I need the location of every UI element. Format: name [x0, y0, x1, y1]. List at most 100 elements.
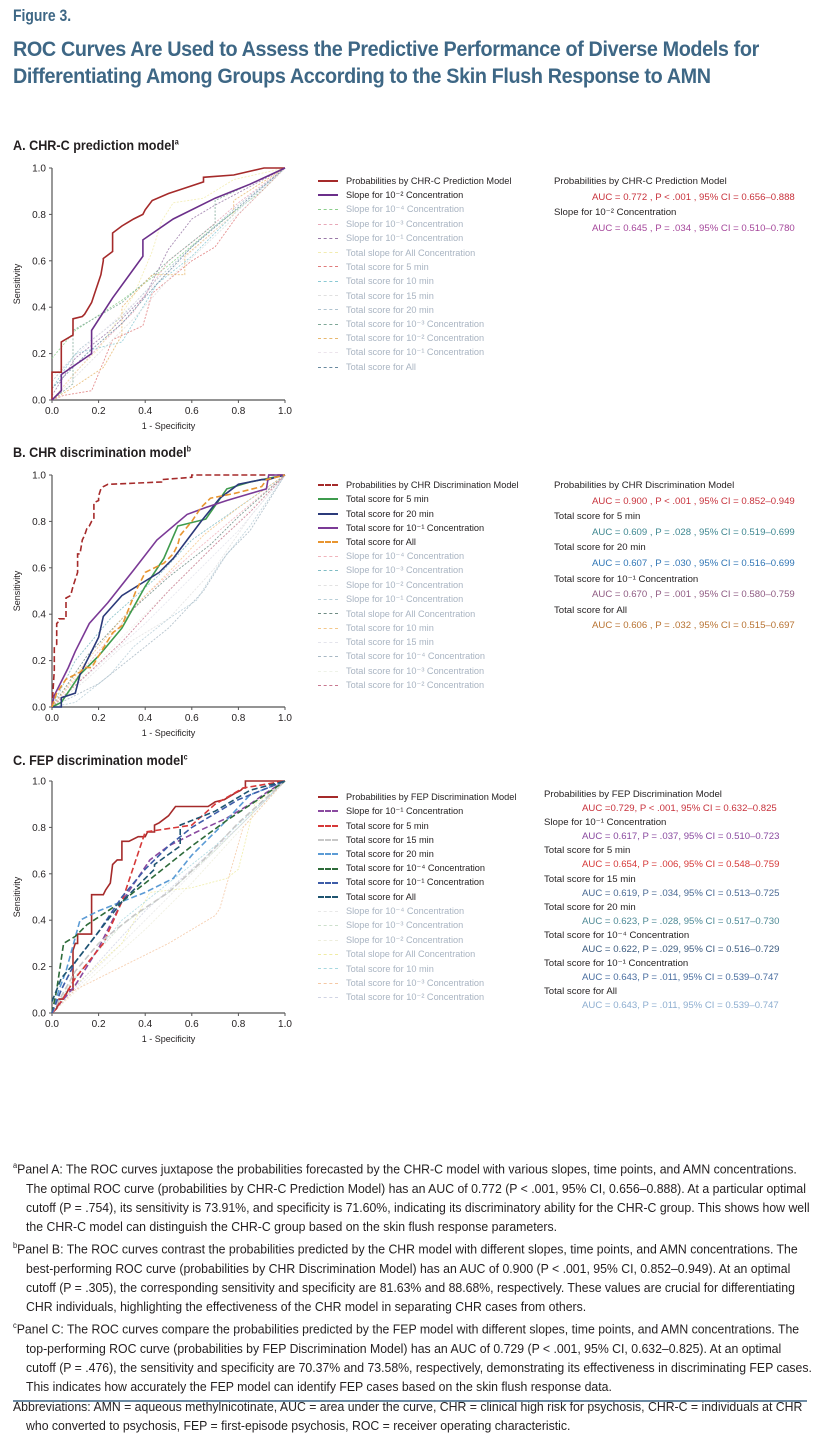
legend-swatch [318, 684, 338, 686]
x-tick-label: 0.8 [231, 1019, 245, 1030]
legend-swatch [318, 512, 338, 515]
x-axis-label: 1 - Specificity [142, 728, 196, 738]
x-tick-label: 0.6 [185, 406, 199, 417]
roc-series-line-10 [51, 167, 286, 401]
legend-swatch [318, 810, 338, 813]
panel-a-title-sup: a [174, 137, 179, 147]
legend-item: Slope for 10⁻³ Concentration [318, 919, 548, 933]
footnote-c: cPanel C: The ROC curves compare the pro… [13, 1316, 813, 1396]
legend-swatch [318, 484, 338, 487]
panel-b-title: B. CHR discrimination modelb [13, 444, 191, 460]
footnote-b-marker: b [13, 1241, 18, 1251]
bottom-rule [13, 1400, 807, 1402]
panel-a-title: A. CHR-C prediction modela [13, 137, 179, 153]
legend-item: Total slope for All Concentration [318, 245, 548, 259]
legend-label: Total score for 10⁻² Concentration [346, 679, 485, 690]
legend-label: Total score for 20 min [346, 304, 434, 315]
x-tick-label: 1.0 [278, 1019, 292, 1030]
legend-label: Total score for 10 min [346, 623, 434, 634]
auc-series-name: Total score for 10⁻¹ Concentration [544, 958, 689, 970]
legend-item: Total score for 10⁻² Concentration [318, 990, 548, 1004]
legend-swatch [318, 541, 338, 544]
auc-value: AUC = 0.607 , P = .030 , 95% CI = 0.516–… [592, 557, 795, 569]
roc-series-line-7 [51, 780, 286, 1002]
legend-label: Slope for 10⁻³ Concentration [346, 565, 464, 576]
legend-item: Total slope for All Concentration [318, 607, 548, 621]
legend-label: Total slope for All Concentration [346, 608, 476, 619]
auc-series-name: Probabilities by CHR Discrimination Mode… [554, 480, 735, 491]
auc-series-name: Total score for 10⁻⁴ Concentration [544, 929, 690, 941]
legend-swatch [318, 968, 338, 970]
legend-swatch [318, 939, 338, 941]
legend-label: Total score for 10⁻⁴ Concentration [346, 651, 486, 662]
x-tick-label: 0.4 [138, 1019, 152, 1030]
x-tick-label: 0.8 [231, 713, 245, 724]
auc-value: AUC = 0.772 , P < .001 , 95% CI = 0.656–… [592, 191, 795, 203]
legend-label: Total score for 10⁻⁴ Concentration [346, 863, 486, 874]
auc-value: AUC = 0.643, P = .011, 95% CI = 0.539–0.… [582, 972, 779, 984]
legend-item: Total score for 5 min [318, 819, 548, 833]
legend-item: Slope for 10⁻² Concentration [318, 578, 548, 592]
roc-series-line-11 [51, 780, 286, 1014]
legend-swatch [318, 641, 338, 643]
auc-value: AUC = 0.900 , P < .001 , 95% CI = 0.852–… [592, 495, 795, 507]
roc-series-line-2 [52, 474, 286, 708]
legend-item: Total score for 5 min [318, 260, 548, 274]
footnote-c-marker: c [13, 1321, 17, 1331]
legend-label: Slope for 10⁻¹ Concentration [346, 805, 464, 816]
legend-item: Slope for 10⁻⁴ Concentration [318, 549, 548, 563]
roc-series-line-4 [51, 167, 286, 396]
legend-label: Total score for 15 min [346, 835, 434, 846]
legend-label: Probabilities by FEP Discrimination Mode… [346, 792, 517, 803]
roc-series-line-12 [51, 167, 286, 378]
roc-series-line-9 [51, 780, 286, 1014]
y-tick-label: 0.8 [32, 823, 46, 834]
legend-swatch [318, 280, 338, 282]
legend-swatch [318, 309, 338, 311]
legend-item: Total score for 10⁻¹ Concentration [318, 346, 548, 360]
legend-swatch [318, 366, 338, 368]
legend-item: Probabilities by FEP Discrimination Mode… [318, 790, 548, 804]
y-tick-label: 0.6 [32, 869, 46, 880]
abbreviations: Abbreviations: AMN = aqueous methylnicot… [13, 1397, 813, 1435]
y-tick-label: 0.8 [32, 210, 46, 221]
legend-label: Slope for 10⁻² Concentration [346, 579, 464, 590]
panel-c-roc-plot: 0.0 0.2 0.4 0.6 0.8 1.0 0.0 0.2 0.4 0.6 0.8 1.0 1 - … [12, 777, 292, 1045]
legend-swatch [318, 194, 338, 197]
legend-swatch [318, 223, 338, 225]
x-tick-label: 0.0 [45, 713, 59, 724]
x-tick-label: 1.0 [278, 406, 292, 417]
roc-series-line-6 [51, 780, 286, 1014]
legend-swatch [318, 584, 338, 586]
x-tick-label: 0.2 [92, 1019, 106, 1030]
footnote-c-text: Panel C: The ROC curves compare the prob… [16, 1321, 812, 1395]
legend-item: Slope for 10⁻² Concentration [318, 188, 548, 202]
roc-series-line-5 [51, 780, 286, 1014]
figure-label: Figure 3. [13, 6, 72, 25]
legend-label: Total score for 20 min [346, 508, 434, 519]
legend-label: Total score for 10⁻³ Concentration [346, 318, 485, 329]
auc-value: AUC = 0.622, P = .029, 95% CI = 0.516–0.… [582, 944, 780, 956]
legend-label: Slope for 10⁻¹ Concentration [346, 232, 464, 243]
legend-label: Total score for 10 min [346, 276, 434, 287]
footnote-a-text: Panel A: The ROC curves juxtapose the pr… [17, 1161, 810, 1234]
roc-series-line-13 [51, 474, 286, 708]
auc-series-name: Probabilities by FEP Discrimination Mode… [544, 789, 722, 800]
legend-swatch [318, 252, 338, 254]
roc-series-line-5 [51, 167, 286, 401]
y-tick-label: 0.2 [32, 349, 46, 360]
legend-swatch [318, 867, 338, 870]
legend-label: Total score for 10⁻² Concentration [346, 332, 485, 343]
legend-label: Total score for 10⁻¹ Concentration [346, 347, 485, 358]
x-tick-label: 0.2 [92, 406, 106, 417]
y-tick-label: 0.6 [32, 563, 46, 574]
figure-footnotes: aPanel A: The ROC curves juxtapose the p… [13, 1156, 813, 1435]
x-tick-label: 0.8 [231, 406, 245, 417]
legend-label: Slope for 10⁻³ Concentration [346, 218, 464, 229]
legend-item: Total score for 10⁻¹ Concentration [318, 876, 548, 890]
auc-value: AUC = 0.645 , P = .034 , 95% CI = 0.510–… [592, 222, 795, 234]
legend-swatch [318, 209, 338, 211]
x-axis-label: 1 - Specificity [142, 421, 196, 431]
legend-item: Total score for 20 min [318, 507, 548, 521]
footnote-b-text: Panel B: The ROC curves contrast the pro… [17, 1241, 798, 1315]
